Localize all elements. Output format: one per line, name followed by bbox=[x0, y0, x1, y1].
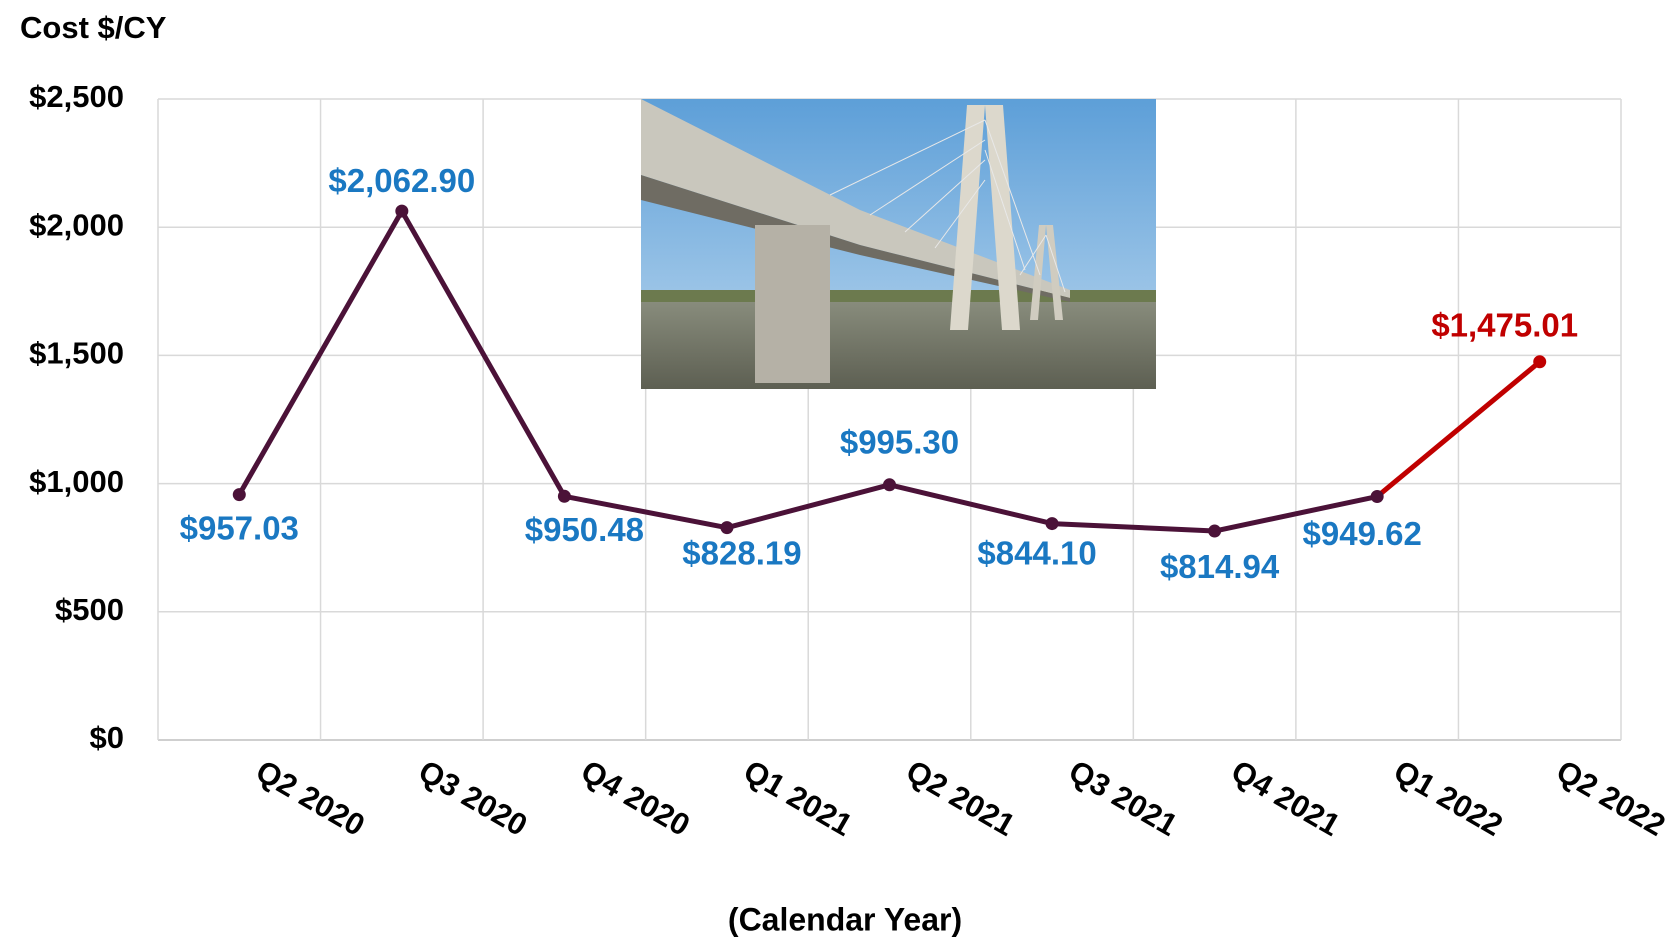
x-tick-label: Q2 2021 bbox=[900, 753, 1021, 843]
y-axis-title: Cost $/CY bbox=[20, 10, 167, 45]
data-point bbox=[1046, 517, 1059, 530]
x-tick-label: Q4 2021 bbox=[1226, 753, 1347, 843]
data-label: $949.62 bbox=[1303, 515, 1422, 552]
y-tick-label: $2,000 bbox=[29, 207, 124, 242]
data-point bbox=[233, 488, 246, 501]
data-point bbox=[883, 478, 896, 491]
data-label: $995.30 bbox=[840, 424, 959, 461]
data-label: $814.94 bbox=[1160, 548, 1280, 585]
data-point bbox=[558, 490, 571, 503]
x-tick-label: Q4 2020 bbox=[575, 753, 696, 843]
x-tick-label: Q2 2022 bbox=[1551, 753, 1672, 843]
x-tick-label: Q3 2021 bbox=[1063, 753, 1184, 843]
data-point bbox=[1371, 490, 1384, 503]
bridge-photo bbox=[641, 99, 1156, 389]
x-tick-label: Q2 2020 bbox=[250, 753, 371, 843]
data-label: $1,475.01 bbox=[1431, 307, 1578, 344]
y-tick-label: $1,500 bbox=[29, 336, 124, 371]
y-tick-label: $1,000 bbox=[29, 464, 124, 499]
x-tick-label: Q3 2020 bbox=[413, 753, 534, 843]
data-point bbox=[720, 521, 733, 534]
y-tick-label: $2,500 bbox=[29, 79, 124, 114]
data-label: $957.03 bbox=[180, 509, 299, 546]
data-label: $2,062.90 bbox=[328, 162, 475, 199]
data-label: $844.10 bbox=[977, 534, 1096, 571]
data-point bbox=[1533, 355, 1546, 368]
chart: $0 $500 $1,000 $1,500 $2,000 $2,500 Q2 2020 Q3 … bbox=[0, 0, 1672, 944]
data-label: $950.48 bbox=[525, 511, 644, 548]
x-tick-label: Q1 2022 bbox=[1388, 753, 1509, 843]
x-tick-label: Q1 2021 bbox=[738, 753, 859, 843]
data-label: $828.19 bbox=[682, 534, 801, 571]
y-tick-label: $500 bbox=[55, 592, 124, 627]
data-point bbox=[395, 205, 408, 218]
data-point bbox=[1208, 525, 1221, 538]
x-axis-title: (Calendar Year) bbox=[728, 901, 962, 937]
y-tick-label: $0 bbox=[90, 720, 124, 755]
